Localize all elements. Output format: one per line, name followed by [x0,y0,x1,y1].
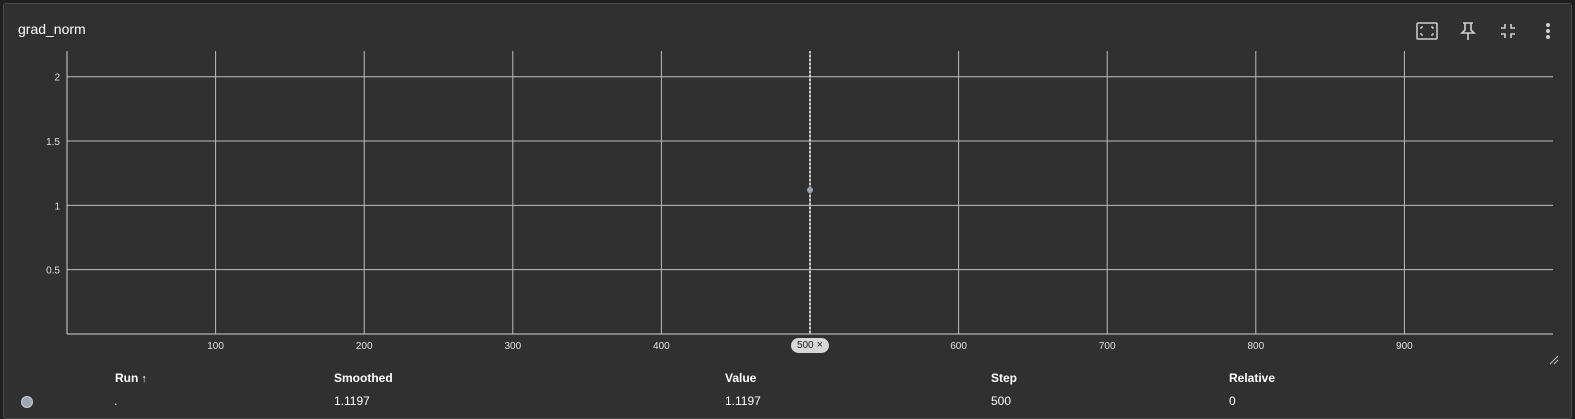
y-tick-label: 0.5 [46,266,60,277]
collapse-button[interactable] [1493,16,1523,46]
step-cursor-label: 500 [796,340,814,351]
run-name-cell: . [114,394,118,408]
column-header-value[interactable]: Value [725,371,757,385]
fit-to-data-icon [1416,22,1438,40]
x-tick-label: 600 [950,341,967,352]
card-title: grad_norm [18,21,86,37]
smoothed-cell: 1.1197 [334,394,370,408]
run-header-label: Run [115,371,139,385]
vertical-gridlines [215,51,1405,334]
collapse-icon [1501,24,1515,38]
run-color-dot [21,396,33,408]
column-header-run[interactable]: Run ↑ [115,371,147,385]
pin-button[interactable] [1453,16,1483,46]
y-tick-label: 1 [54,201,60,212]
column-header-smoothed[interactable]: Smoothed [334,371,393,385]
y-tick-labels: 0.5 1 1.5 2 [46,73,60,277]
step-cell: 500 [991,394,1012,408]
x-tick-label: 200 [356,341,373,352]
series-points [807,186,813,193]
column-header-relative[interactable]: Relative [1229,371,1276,385]
resize-handle-icon[interactable] [1547,353,1559,365]
step-cursor-chip[interactable]: 500 × [791,338,829,353]
x-tick-label: 400 [653,341,670,352]
x-tick-label: 900 [1396,341,1413,352]
y-tick-label: 1.5 [46,137,60,148]
fit-domain-button[interactable] [1412,16,1442,46]
grad-norm-chart[interactable]: 100 200 300 400 500 600 700 800 900 0.5 1 1.5 2 [4,4,1571,364]
relative-cell: 0 [1229,394,1236,408]
y-tick-label: 2 [54,73,60,84]
x-tick-label: 800 [1247,341,1264,352]
close-icon[interactable]: × [816,339,824,351]
x-tick-label: 700 [1099,341,1116,352]
column-header-step[interactable]: Step [991,371,1018,385]
more-options-button[interactable] [1533,16,1563,46]
x-tick-label: 100 [207,341,224,352]
more-vert-icon [1546,23,1550,39]
x-tick-label: 300 [504,341,521,352]
scalar-card: grad_norm 100 200 300 400 500 600 700 800 900 0.… [3,3,1572,419]
value-cell: 1.1197 [725,394,761,408]
pin-icon [1460,22,1476,40]
data-point [807,186,813,193]
sort-ascending-icon: ↑ [141,373,147,385]
